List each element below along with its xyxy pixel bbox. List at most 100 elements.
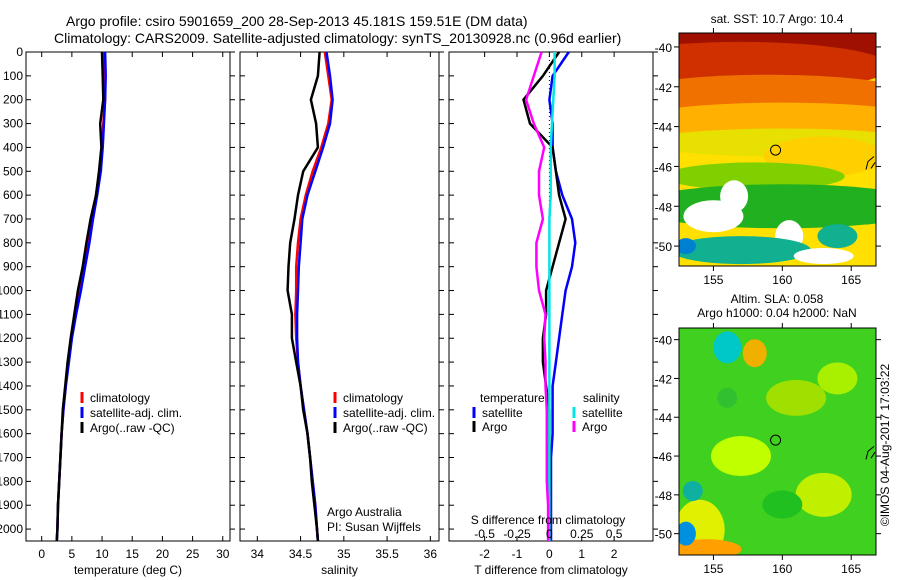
depth-tick-label: 500 (3, 164, 23, 178)
s-diff-tick-label: -0.5 (474, 527, 495, 541)
s-diff-tick-label: 0 (546, 527, 553, 541)
temperature-xtick-label: 5 (69, 547, 76, 561)
sla-map-ytick-label: -48 (655, 489, 673, 503)
sst-map-ytick-label: -50 (655, 240, 673, 254)
salinity-legend-label: Argo(..raw -QC) (343, 421, 428, 435)
temperature-legend-label: Argo(..raw -QC) (90, 421, 175, 435)
sla-map-xtick-label: 165 (841, 562, 861, 576)
sla-map-patch (762, 490, 803, 519)
depth-tick-label: 300 (3, 117, 23, 131)
sst-map-xtick-label: 165 (841, 273, 861, 287)
sla-map-patch (682, 480, 703, 501)
depth-tick-label: 600 (3, 188, 23, 202)
sla-map-patch (717, 387, 738, 408)
diff-legend-label: satellite (482, 406, 523, 420)
depth-tick-label: 1800 (0, 474, 23, 488)
sla-map-argo-location-marker (770, 434, 782, 446)
salinity-xtick-label: 34 (251, 547, 265, 561)
sst-map-xtick-label: 160 (772, 273, 792, 287)
sla-map-coastline (865, 445, 876, 460)
pi-label: PI: Susan Wijffels (327, 520, 421, 534)
temperature-axes-box (25, 51, 231, 542)
sla-map-patch (766, 379, 827, 416)
salinity-xtick-label: 35 (337, 547, 351, 561)
depth-tick-label: 1500 (0, 403, 23, 417)
sla-map-patch (817, 362, 858, 395)
sst-map-patch (793, 248, 854, 265)
sla-map-ytick-label: -42 (655, 372, 673, 386)
salinity-xlabel: salinity (321, 563, 358, 577)
temperature-legend-label: climatology (90, 391, 150, 405)
difference-xtick-label: -2 (479, 547, 490, 561)
sst-map-patch (679, 238, 696, 255)
sst-map-title: sat. SST: 10.7 Argo: 10.4 (711, 12, 844, 26)
temperature-xtick-label: 15 (126, 547, 140, 561)
temperature-xtick-label: 0 (38, 547, 45, 561)
temperature-xtick-label: 25 (186, 547, 200, 561)
temperature-xlabel: temperature (deg C) (74, 563, 182, 577)
depth-tick-label: 1400 (0, 379, 23, 393)
depth-tick-label: 1700 (0, 451, 23, 465)
sst-map-field (679, 33, 876, 266)
sst-map-ytick-label: -46 (655, 160, 673, 174)
sla-map-patch (795, 472, 852, 517)
difference-xtick-label: 0 (546, 547, 553, 561)
depth-tick-label: 1000 (0, 284, 23, 298)
sla-map-patch (713, 331, 742, 364)
depth-tick-label: 200 (3, 93, 23, 107)
sst-map-ytick-label: -48 (655, 200, 673, 214)
sla-map-ytick-label: -40 (655, 334, 673, 348)
temperature-xtick-label: 30 (216, 547, 230, 561)
sla-map-xtick-label: 155 (703, 562, 723, 576)
sla-map-ytick-label: -44 (655, 411, 673, 425)
temperature-legend-label: satellite-adj. clim. (90, 406, 182, 420)
sla-map-patch (679, 521, 696, 546)
s-diff-tick-label: 0.5 (606, 527, 623, 541)
difference-xlabel: T difference from climatology (474, 563, 628, 577)
difference-xtick-label: -1 (512, 547, 523, 561)
sla-map-subtitle: Argo h1000: 0.04 h2000: NaN (697, 306, 856, 320)
temperature-xtick-label: 10 (95, 547, 109, 561)
s-diff-tick-label: 0.25 (570, 527, 594, 541)
argo-australia-label: Argo Australia (327, 505, 402, 519)
sla-map (678, 327, 877, 556)
diff-legend-label: Argo (482, 420, 508, 434)
sla-map-ytick-label: -50 (655, 528, 673, 542)
sst-map-patch (679, 184, 876, 229)
sla-map-frame (678, 327, 877, 556)
s-diff-xlabel: S difference from climatology (471, 513, 626, 527)
depth-tick-label: 100 (3, 69, 23, 83)
difference-xtick-label: 2 (611, 547, 618, 561)
salinity-legend-label: climatology (343, 391, 403, 405)
depth-tick-label: 2000 (0, 522, 23, 536)
difference-series-s-satellite (548, 52, 556, 541)
sst-map-ytick-label: -42 (655, 81, 673, 95)
diff-legend-label: satellite (582, 406, 623, 420)
sst-map-coastline (865, 156, 876, 170)
temperature-series-argo-raw-qc- (55, 51, 105, 542)
sst-map-ytick-label: -40 (655, 41, 673, 55)
sla-map-patch (742, 339, 767, 368)
sla-map-patch (679, 539, 742, 555)
salinity-series-argo-raw-qc- (286, 51, 321, 542)
sla-map-ytick-label: -46 (655, 450, 673, 464)
sst-map-frame (678, 32, 877, 267)
salinity-xtick-label: 35.5 (375, 547, 399, 561)
title-line-2: Climatology: CARS2009. Satellite-adjuste… (54, 30, 622, 46)
depth-tick-label: 0 (16, 45, 23, 59)
title-line-1: Argo profile: csiro 5901659_200 28-Sep-2… (66, 13, 528, 29)
difference-xtick-label: 1 (578, 547, 585, 561)
sla-map-xtick-label: 160 (772, 562, 792, 576)
sst-map-xtick-label: 155 (703, 273, 723, 287)
salinity-xtick-label: 36 (424, 547, 438, 561)
salinity-xtick-label: 34.5 (289, 547, 313, 561)
depth-tick-label: 1300 (0, 355, 23, 369)
sst-map-patch (720, 180, 749, 213)
depth-tick-label: 1200 (0, 331, 23, 345)
difference-series-s-argo (524, 51, 550, 541)
depth-tick-label: 1600 (0, 427, 23, 441)
s-diff-tick-label: -0.25 (503, 527, 531, 541)
depth-tick-label: 700 (3, 212, 23, 226)
sst-map (678, 32, 877, 267)
